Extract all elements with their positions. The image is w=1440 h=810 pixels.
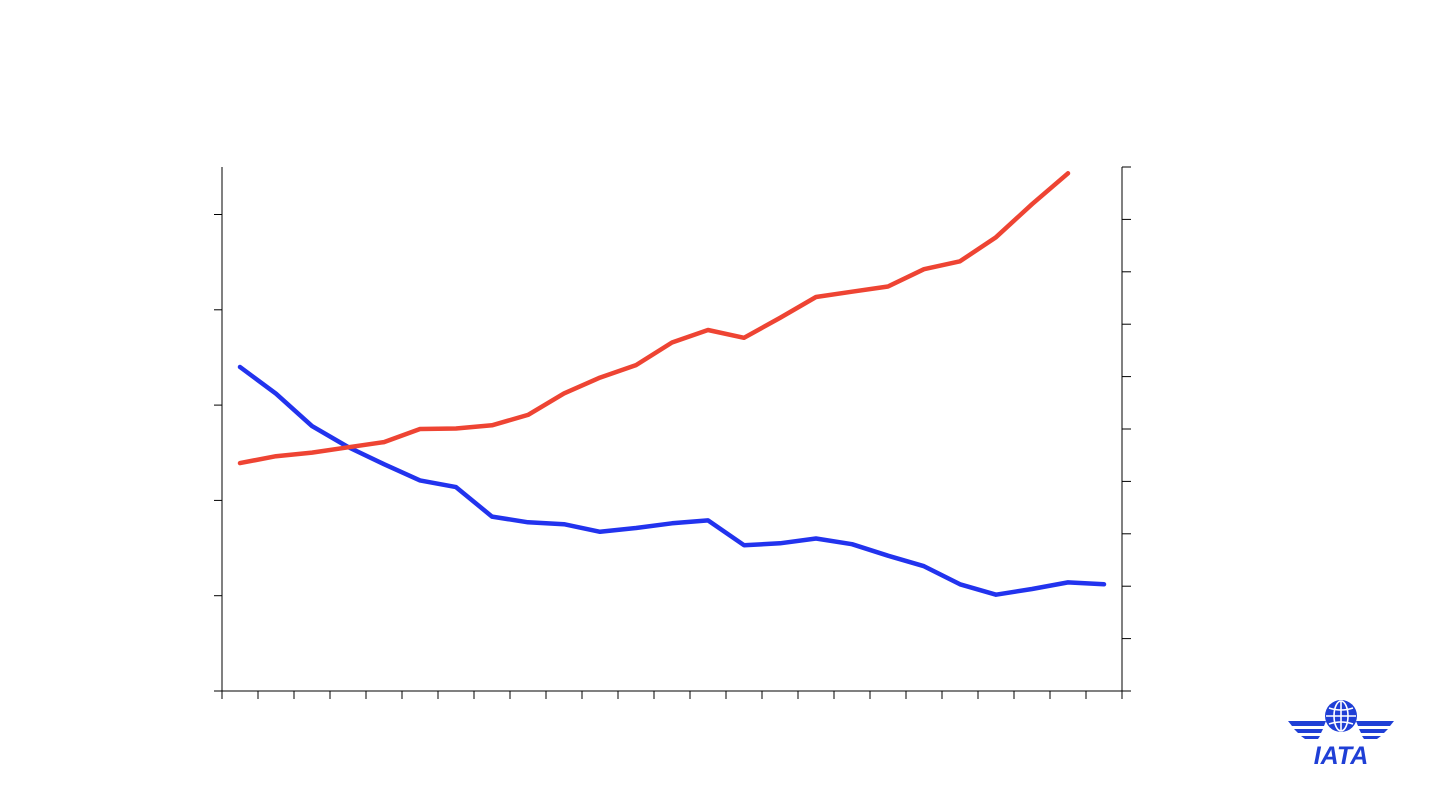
iata-logo: IATA [1286,696,1396,770]
series-lines [237,171,1107,597]
series-line-left-axis [237,364,1107,597]
axes [214,166,1131,699]
iata-wordmark: IATA [1314,742,1369,768]
iata-globe-wings-icon [1288,700,1394,739]
series-line-right-axis [237,171,1071,466]
